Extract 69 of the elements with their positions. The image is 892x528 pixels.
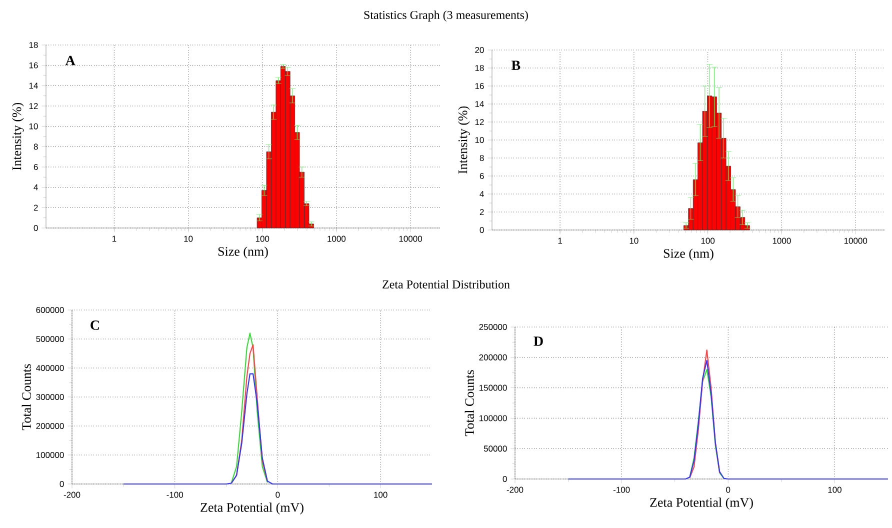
- y-tick-label: 600000: [36, 306, 64, 314]
- x-tick-label: 100: [374, 492, 388, 498]
- y-tick-label: 50000: [484, 446, 507, 452]
- y-axis-title: Total Counts: [464, 370, 474, 436]
- x-tick-label: 0: [726, 486, 730, 493]
- y-tick-label: 0: [34, 224, 38, 231]
- y-tick-label: 2: [34, 204, 38, 211]
- x-tick-label: -200: [64, 492, 80, 498]
- y-tick-label: 200000: [36, 422, 64, 429]
- y-tick-label: 10: [29, 123, 38, 130]
- x-axis-title: Size (nm): [664, 248, 714, 260]
- x-tick-label: -200: [506, 486, 524, 493]
- y-tick-label: 250000: [479, 324, 507, 330]
- y-axis-title: Total Counts: [22, 364, 31, 430]
- line-series: [122, 373, 433, 485]
- y-tick-label: 14: [29, 82, 38, 89]
- x-tick-label: 10000: [844, 238, 868, 244]
- x-tick-label: 10: [630, 238, 638, 244]
- y-tick-label: 4: [34, 184, 38, 190]
- y-tick-label: 12: [475, 119, 484, 125]
- annotation: A: [65, 56, 76, 66]
- chart-title: Zeta Potential Distribution: [382, 280, 510, 288]
- x-tick-label: 1: [112, 236, 116, 242]
- y-axis-title: Intensity (%): [12, 102, 24, 170]
- y-tick-label: 0: [502, 476, 507, 482]
- annotation: C: [90, 320, 99, 330]
- y-tick-label: 300000: [36, 394, 64, 400]
- x-tick-label: 1: [558, 238, 562, 244]
- y-tick-label: 2: [480, 209, 484, 215]
- x-axis-title: Zeta Potential (mV): [200, 502, 304, 514]
- y-tick-label: 0: [60, 480, 64, 487]
- line-series: [568, 360, 889, 480]
- x-tick-label: -100: [613, 486, 630, 493]
- y-tick-label: 200000: [479, 354, 507, 360]
- x-tick-label: 0: [276, 492, 280, 498]
- y-tick-label: 8: [34, 144, 38, 150]
- y-tick-label: 16: [475, 82, 484, 89]
- y-tick-label: 14: [475, 101, 484, 107]
- y-tick-label: 0: [480, 226, 484, 233]
- x-tick-label: 100: [256, 236, 270, 242]
- y-tick-label: 500000: [36, 336, 64, 342]
- y-tick-label: 20: [475, 46, 484, 53]
- y-tick-label: 10: [475, 136, 484, 143]
- x-axis-title: Size (nm): [218, 246, 268, 258]
- y-tick-label: 4: [480, 191, 484, 197]
- x-tick-label: -100: [166, 492, 184, 498]
- y-tick-label: 6: [480, 172, 484, 179]
- y-tick-label: 6: [34, 164, 38, 170]
- y-tick-label: 400000: [36, 364, 64, 371]
- line-series: [689, 350, 720, 478]
- x-tick-label: 10000: [399, 236, 422, 242]
- annotation: D: [534, 336, 543, 346]
- y-tick-label: 100000: [479, 415, 507, 422]
- annotation: B: [511, 60, 520, 70]
- y-tick-label: 8: [480, 154, 484, 161]
- x-tick-label: 10: [184, 236, 193, 242]
- x-axis-title: Zeta Potential (mV): [650, 498, 753, 510]
- x-tick-label: 1000: [772, 238, 791, 244]
- x-tick-label: 100: [828, 486, 842, 493]
- y-axis-title: Intensity (%): [458, 106, 470, 174]
- x-tick-label: 1000: [328, 236, 346, 242]
- y-tick-label: 100000: [36, 452, 64, 458]
- y-tick-label: 18: [29, 42, 38, 48]
- y-tick-label: 16: [29, 62, 38, 68]
- y-tick-label: 18: [475, 64, 484, 71]
- chart-title: Statistics Graph (3 measurements): [364, 10, 528, 22]
- y-tick-label: 12: [29, 103, 38, 109]
- y-tick-label: 150000: [479, 384, 507, 391]
- x-tick-label: 100: [701, 238, 715, 244]
